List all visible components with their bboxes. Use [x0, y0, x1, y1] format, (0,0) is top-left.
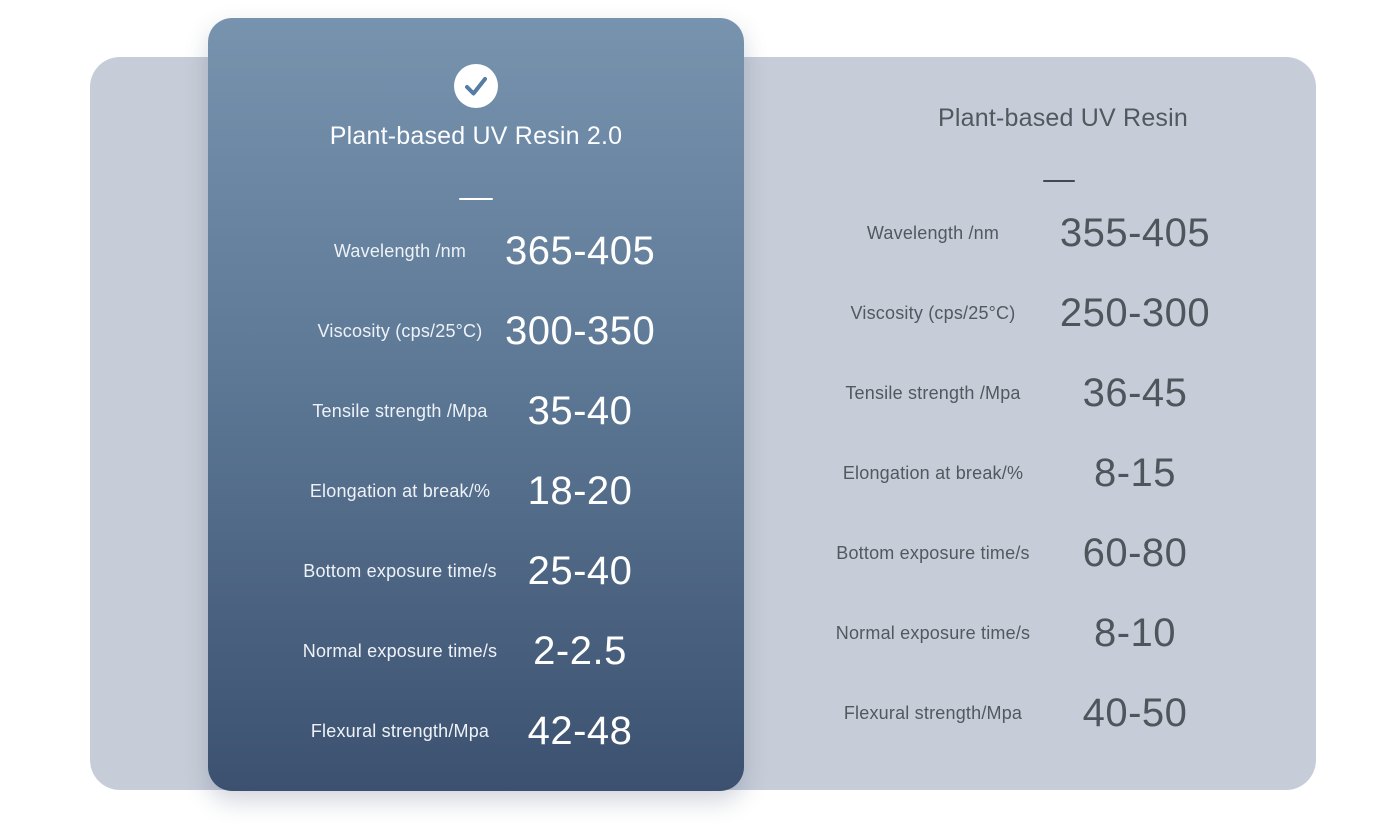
spec-row-wavelength: Wavelength /nm 365-405	[295, 211, 655, 291]
check-icon	[465, 77, 487, 96]
spec-row-tensile: Tensile strength /Mpa 35-40	[295, 371, 655, 451]
spec-value: 42-48	[527, 708, 633, 753]
spec-row-normal-exposure: Normal exposure time/s 8-10	[828, 593, 1232, 673]
spec-row-bottom-exposure: Bottom exposure time/s 25-40	[295, 531, 655, 611]
spec-value: 18-20	[527, 468, 633, 513]
spec-value: 365-405	[505, 228, 656, 273]
spec-row-viscosity: Viscosity (cps/25°C) 300-350	[295, 291, 655, 371]
spec-value: 36-45	[1082, 370, 1188, 415]
spec-value: 8-15	[1093, 450, 1177, 495]
spec-label: Viscosity (cps/25°C)	[317, 320, 483, 341]
spec-value: 2-2.5	[533, 628, 627, 673]
resin-2-title: Plant-based UV Resin 2.0	[329, 122, 623, 150]
spec-label: Elongation at break/%	[842, 462, 1024, 483]
spec-row-wavelength: Wavelength /nm 355-405	[828, 193, 1232, 273]
spec-value: 25-40	[527, 548, 633, 593]
spec-row-viscosity: Viscosity (cps/25°C) 250-300	[828, 273, 1232, 353]
spec-row-tensile: Tensile strength /Mpa 36-45	[828, 353, 1232, 433]
spec-value: 35-40	[527, 388, 633, 433]
spec-value: 250-300	[1059, 290, 1211, 335]
spec-label: Wavelength /nm	[866, 222, 1000, 243]
resin-1-spec-list: Wavelength /nm 355-405 Viscosity (cps/25…	[828, 193, 1232, 753]
spec-label: Flexural strength/Mpa	[310, 720, 490, 741]
resin-2-divider	[459, 198, 493, 200]
spec-value: 40-50	[1082, 690, 1188, 735]
spec-row-elongation: Elongation at break/% 8-15	[828, 433, 1232, 513]
spec-label: Normal exposure time/s	[835, 622, 1031, 643]
spec-row-flexural: Flexural strength/Mpa 40-50	[828, 673, 1232, 753]
spec-value: 300-350	[505, 308, 656, 353]
resin-2-card: Plant-based UV Resin 2.0 Wavelength /nm …	[208, 18, 744, 791]
spec-label: Tensile strength /Mpa	[845, 382, 1021, 403]
spec-value: 355-405	[1059, 210, 1211, 255]
check-badge	[454, 64, 498, 108]
spec-value: 8-10	[1093, 610, 1177, 655]
spec-label: Viscosity (cps/25°C)	[850, 302, 1016, 323]
spec-label: Tensile strength /Mpa	[312, 400, 488, 421]
spec-label: Bottom exposure time/s	[836, 542, 1030, 563]
spec-row-bottom-exposure: Bottom exposure time/s 60-80	[828, 513, 1232, 593]
resin-2-spec-list: Wavelength /nm 365-405 Viscosity (cps/25…	[295, 211, 655, 771]
spec-label: Flexural strength/Mpa	[843, 702, 1023, 723]
spec-label: Wavelength /nm	[333, 240, 467, 261]
spec-label: Normal exposure time/s	[302, 640, 498, 661]
spec-value: 60-80	[1082, 530, 1188, 575]
spec-label: Bottom exposure time/s	[303, 560, 497, 581]
resin-1-title: Plant-based UV Resin	[938, 104, 1188, 132]
spec-row-flexural: Flexural strength/Mpa 42-48	[295, 691, 655, 771]
resin-1-divider	[1043, 180, 1075, 182]
spec-row-normal-exposure: Normal exposure time/s 2-2.5	[295, 611, 655, 691]
spec-row-elongation: Elongation at break/% 18-20	[295, 451, 655, 531]
spec-label: Elongation at break/%	[309, 480, 491, 501]
